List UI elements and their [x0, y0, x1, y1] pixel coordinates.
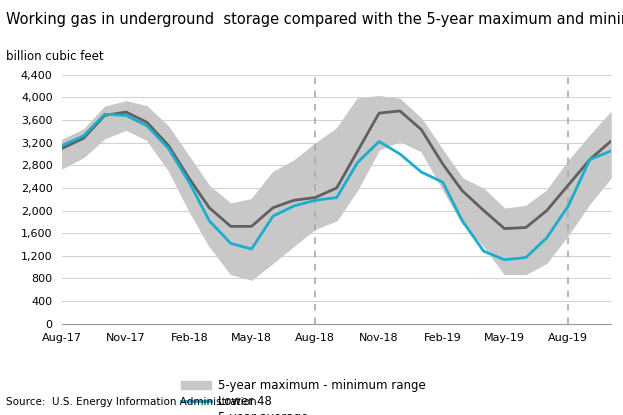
Legend: 5-year maximum - minimum range, Lower 48, 5-year average: 5-year maximum - minimum range, Lower 48… [177, 374, 430, 415]
Text: Working gas in underground  storage compared with the 5-year maximum and minimum: Working gas in underground storage compa… [6, 12, 623, 27]
Text: billion cubic feet: billion cubic feet [6, 50, 104, 63]
Text: Source:  U.S. Energy Information Administration: Source: U.S. Energy Information Administ… [6, 397, 257, 407]
